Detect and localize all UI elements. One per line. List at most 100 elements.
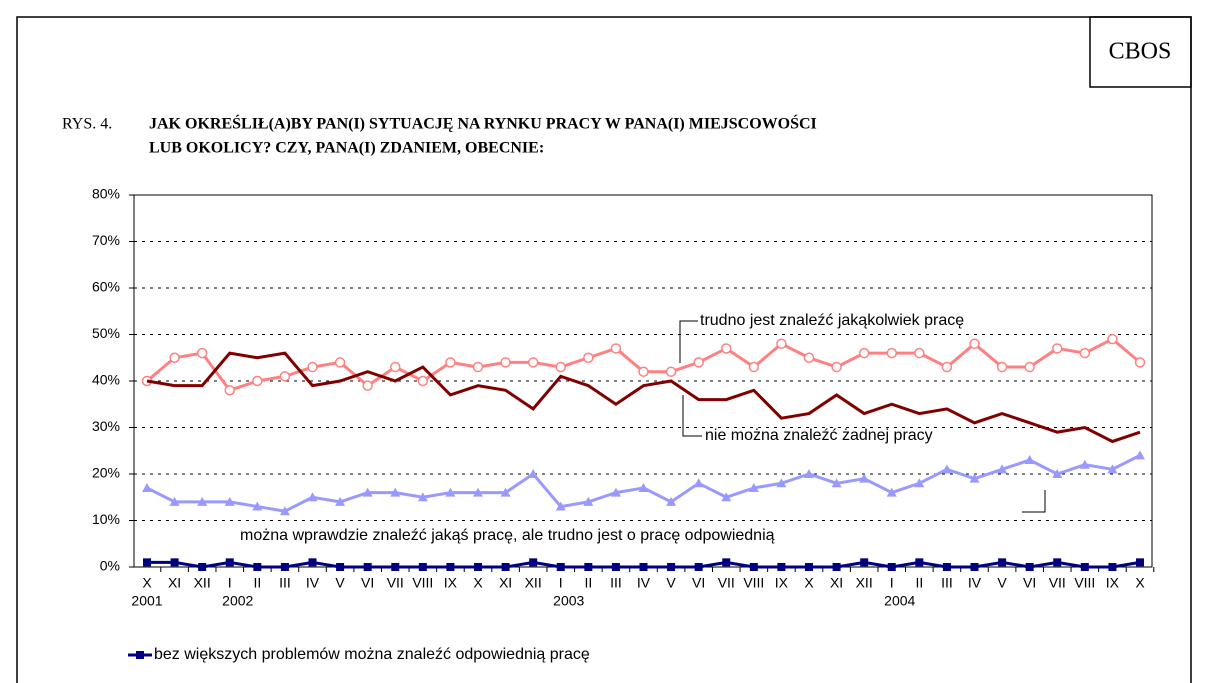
- point: [472, 361, 484, 373]
- series-label: trudno jest znaleźć jakąkolwiek pracę: [700, 312, 964, 329]
- source: CBOS: [1109, 39, 1172, 65]
- leader-line: [682, 395, 702, 437]
- x-tick-label: X: [142, 575, 152, 591]
- x-tick-label: IV: [637, 575, 651, 591]
- point: [638, 482, 649, 492]
- point: [914, 478, 925, 488]
- point: [500, 487, 511, 497]
- series-line: [146, 351, 1141, 444]
- point: [170, 558, 179, 567]
- point: [915, 558, 924, 567]
- point: [611, 563, 620, 571]
- x-tick-label: VI: [1023, 575, 1036, 591]
- point: [997, 464, 1008, 474]
- y-tick-label: 40%: [92, 372, 120, 388]
- point: [198, 563, 207, 571]
- x-tick-label: IX: [775, 575, 789, 591]
- point: [252, 375, 263, 387]
- chart-title: JAK OKREŚLIŁ(A)BY PAN(I) SYTUACJĘ NA RYN…: [149, 114, 817, 133]
- point: [996, 361, 1008, 373]
- point: [776, 338, 787, 350]
- point: [970, 563, 979, 571]
- point: [418, 563, 427, 571]
- x-tick-label: VII: [718, 575, 735, 591]
- point: [390, 487, 401, 497]
- point: [1053, 558, 1062, 567]
- x-tick-label: X: [1135, 575, 1145, 591]
- y-tick-label: 70%: [92, 232, 120, 248]
- point: [528, 469, 539, 478]
- point: [362, 380, 373, 391]
- x-tick-label: II: [584, 575, 592, 591]
- source-box: [1089, 16, 1192, 88]
- point: [969, 338, 980, 350]
- point: [1079, 347, 1091, 359]
- y-tick-label: 20%: [92, 465, 120, 481]
- point: [529, 558, 538, 567]
- x-year-label: 2004: [884, 593, 915, 609]
- chart-title: LUB OKOLICY? CZY, PANA(I) ZDANIEM, OBECN…: [149, 140, 544, 157]
- point: [1052, 469, 1063, 478]
- point: [1107, 464, 1118, 474]
- x-tick-label: VIII: [1074, 575, 1095, 591]
- point: [748, 361, 760, 373]
- point: [998, 558, 1007, 567]
- point: [941, 464, 952, 474]
- point: [1134, 357, 1146, 368]
- point: [1107, 333, 1118, 345]
- point: [941, 361, 953, 373]
- point: [308, 558, 317, 567]
- point: [584, 563, 593, 571]
- point: [1052, 343, 1063, 354]
- point: [610, 487, 621, 497]
- point: [501, 563, 510, 571]
- x-tick-label: VI: [692, 575, 705, 591]
- series-label: można wprawdzie znaleźć jakąś pracę, ale…: [240, 527, 775, 544]
- x-tick-label: XI: [830, 575, 843, 591]
- point: [334, 357, 346, 368]
- y-tick-label: 80%: [92, 186, 120, 202]
- x-tick-label: XII: [194, 575, 211, 591]
- legend-label: bez większych problemów można znaleźć od…: [154, 646, 590, 663]
- point: [307, 492, 318, 502]
- point: [363, 563, 372, 571]
- point: [253, 563, 262, 571]
- x-tick-label: VII: [387, 575, 404, 591]
- y-tick-label: 60%: [92, 279, 120, 295]
- x-tick-label: X: [473, 575, 483, 591]
- y-tick-label: 10%: [92, 511, 120, 527]
- point: [804, 469, 814, 478]
- point: [749, 563, 758, 571]
- point: [336, 563, 345, 571]
- point: [914, 347, 925, 359]
- point: [610, 343, 622, 354]
- point: [638, 366, 649, 377]
- series-label: nie można znaleźć żadnej pracy: [705, 427, 933, 444]
- point: [527, 357, 539, 368]
- point: [500, 357, 511, 368]
- x-tick-label: III: [941, 575, 953, 591]
- x-tick-label: X: [804, 575, 814, 591]
- point: [142, 482, 152, 492]
- point: [886, 487, 897, 497]
- frame: [16, 16, 1192, 683]
- x-tick-label: I: [559, 575, 563, 591]
- point: [555, 361, 566, 373]
- point: [693, 478, 704, 488]
- x-tick-label: VI: [361, 575, 374, 591]
- x-tick-label: V: [666, 575, 676, 591]
- point: [1080, 563, 1089, 571]
- point: [390, 361, 401, 373]
- point: [1079, 459, 1090, 469]
- x-tick-label: XII: [525, 575, 542, 591]
- x-tick-label: XI: [168, 575, 181, 591]
- legend-marker: [136, 651, 144, 659]
- point: [417, 375, 429, 387]
- point: [196, 347, 208, 359]
- point: [143, 558, 151, 567]
- point: [445, 487, 456, 497]
- x-tick-label: V: [335, 575, 345, 591]
- point: [887, 563, 896, 571]
- point: [583, 496, 594, 506]
